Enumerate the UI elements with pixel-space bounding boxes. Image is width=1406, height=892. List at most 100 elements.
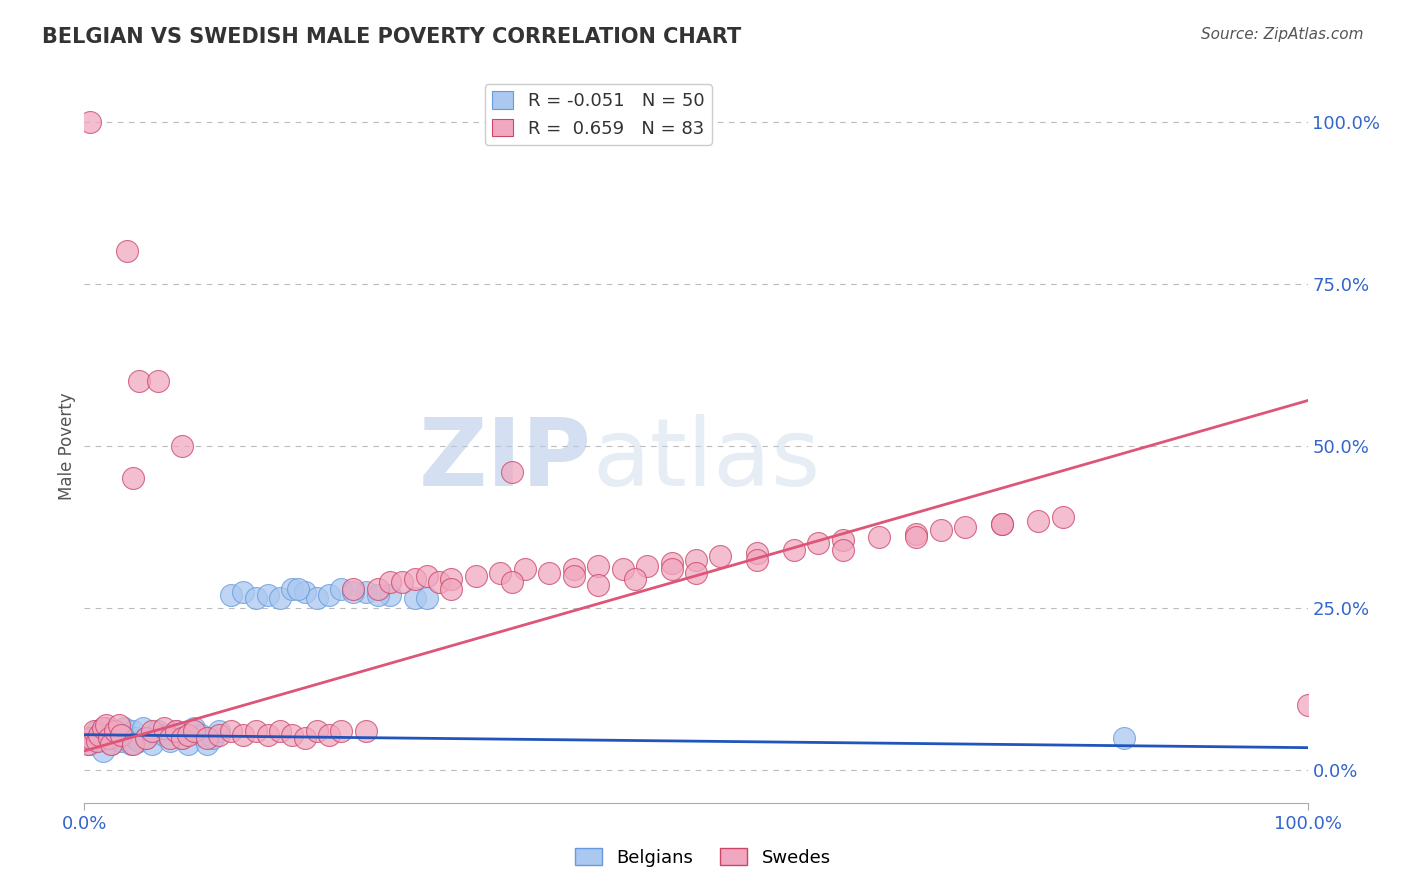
Point — [122, 738, 145, 752]
Point — [783, 542, 806, 557]
Point — [91, 721, 114, 735]
Point — [831, 542, 853, 557]
Text: Source: ZipAtlas.com: Source: ZipAtlas.com — [1201, 27, 1364, 42]
Point — [440, 572, 463, 586]
Point — [104, 724, 127, 739]
Point — [232, 585, 254, 599]
Point — [195, 731, 218, 745]
Point — [107, 718, 129, 732]
Point — [159, 731, 181, 745]
Point — [153, 721, 176, 735]
Point — [1296, 698, 1319, 713]
Point — [122, 471, 145, 485]
Point — [380, 575, 402, 590]
Point — [219, 588, 242, 602]
Point — [404, 572, 426, 586]
Point — [367, 588, 389, 602]
Point — [91, 744, 114, 758]
Point — [404, 591, 426, 606]
Point — [1052, 510, 1074, 524]
Text: atlas: atlas — [592, 414, 820, 507]
Point — [190, 728, 212, 742]
Point — [440, 582, 463, 596]
Point — [201, 731, 224, 745]
Point — [612, 562, 634, 576]
Point — [661, 556, 683, 570]
Point — [146, 724, 169, 739]
Point — [380, 588, 402, 602]
Point — [538, 566, 561, 580]
Point — [135, 731, 157, 745]
Point — [79, 114, 101, 128]
Point — [269, 724, 291, 739]
Point — [562, 562, 585, 576]
Point — [281, 728, 304, 742]
Point — [79, 738, 101, 752]
Point — [1028, 514, 1050, 528]
Point — [501, 575, 523, 590]
Point — [195, 738, 218, 752]
Point — [86, 724, 108, 739]
Point — [172, 731, 194, 745]
Point — [141, 724, 163, 739]
Point — [305, 724, 328, 739]
Point — [269, 591, 291, 606]
Point — [132, 721, 155, 735]
Point — [318, 588, 340, 602]
Point — [245, 724, 267, 739]
Point — [97, 731, 120, 745]
Point — [624, 572, 647, 586]
Point — [100, 738, 122, 752]
Point — [79, 731, 101, 745]
Point — [501, 465, 523, 479]
Point — [183, 721, 205, 735]
Point — [330, 724, 353, 739]
Point — [135, 731, 157, 745]
Point — [208, 728, 231, 742]
Point — [97, 731, 120, 745]
Point — [177, 728, 200, 742]
Point — [159, 734, 181, 748]
Point — [391, 575, 413, 590]
Point — [685, 566, 707, 580]
Point — [661, 562, 683, 576]
Point — [953, 520, 976, 534]
Point — [747, 552, 769, 566]
Text: ZIP: ZIP — [419, 414, 592, 507]
Point — [281, 582, 304, 596]
Point — [685, 552, 707, 566]
Point — [245, 591, 267, 606]
Point — [342, 585, 364, 599]
Point — [257, 588, 280, 602]
Point — [831, 533, 853, 547]
Y-axis label: Male Poverty: Male Poverty — [58, 392, 76, 500]
Point — [115, 244, 138, 259]
Point — [294, 731, 316, 745]
Point — [141, 738, 163, 752]
Point — [77, 738, 100, 752]
Point — [87, 734, 110, 748]
Point — [416, 591, 439, 606]
Point — [112, 721, 135, 735]
Point — [807, 536, 830, 550]
Point — [100, 738, 122, 752]
Point — [330, 582, 353, 596]
Point — [287, 582, 309, 596]
Point — [91, 728, 114, 742]
Point — [110, 734, 132, 748]
Point — [562, 568, 585, 582]
Point — [96, 718, 118, 732]
Point — [104, 724, 127, 739]
Legend: Belgians, Swedes: Belgians, Swedes — [568, 841, 838, 874]
Point — [183, 724, 205, 739]
Point — [219, 724, 242, 739]
Point — [165, 724, 187, 739]
Point — [747, 546, 769, 560]
Point — [96, 721, 118, 735]
Point — [586, 559, 609, 574]
Text: BELGIAN VS SWEDISH MALE POVERTY CORRELATION CHART: BELGIAN VS SWEDISH MALE POVERTY CORRELAT… — [42, 27, 741, 46]
Point — [125, 731, 148, 745]
Point — [367, 582, 389, 596]
Point — [318, 728, 340, 742]
Point — [513, 562, 536, 576]
